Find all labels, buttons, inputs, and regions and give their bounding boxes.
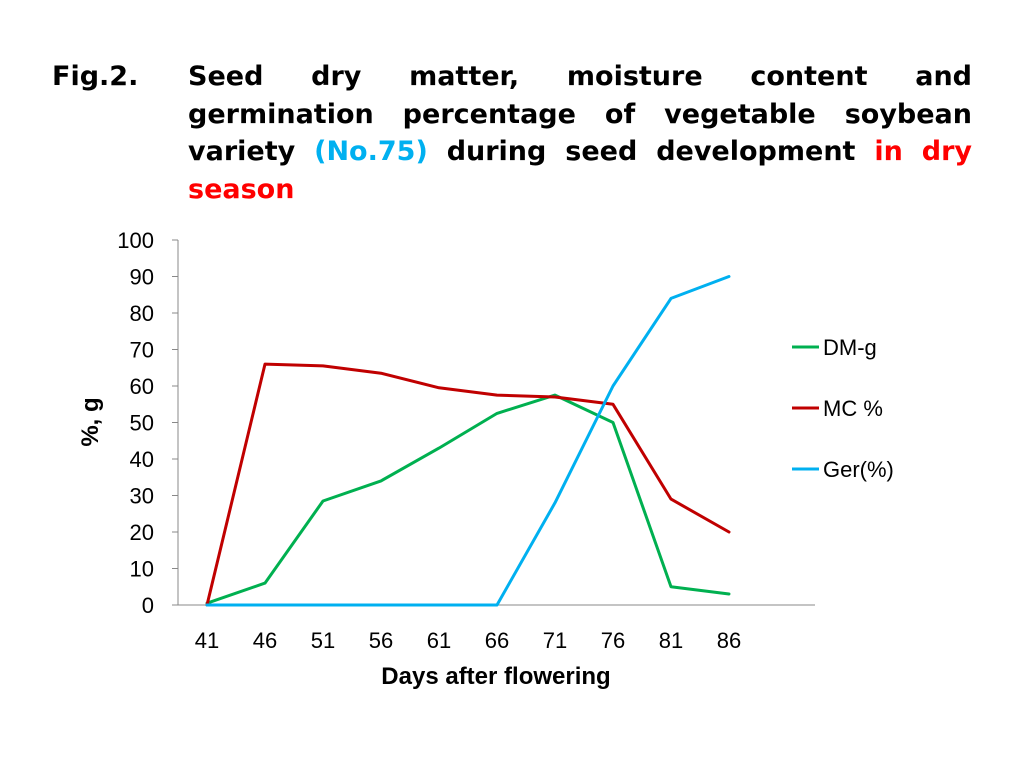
- chart-series: [205, 275, 731, 607]
- y-tick-label: 80: [130, 301, 154, 326]
- chart-legend: DM-g MC % Ger(%): [792, 335, 894, 482]
- series-line-dm-g: [205, 393, 731, 605]
- x-tick-label: 86: [717, 628, 741, 653]
- chart-axes: [177, 240, 815, 606]
- figure-caption: Seed dry matter, moisture content and ge…: [188, 58, 972, 208]
- y-tick-label: 20: [130, 520, 154, 545]
- legend-label-mc: MC %: [823, 396, 883, 421]
- x-tick-label: 76: [601, 628, 625, 653]
- x-tick-label: 61: [427, 628, 451, 653]
- y-tick-label: 50: [130, 411, 154, 436]
- y-tick-label: 60: [130, 374, 154, 399]
- x-tick-label: 41: [195, 628, 219, 653]
- y-tick-label: 0: [142, 593, 154, 618]
- x-tick-label: 81: [659, 628, 683, 653]
- series-line-mc: [205, 362, 731, 607]
- y-tick-label: 70: [130, 338, 154, 363]
- y-tick-label: 10: [130, 557, 154, 582]
- y-tick-label: 30: [130, 484, 154, 509]
- x-tick-label: 51: [311, 628, 335, 653]
- legend-label-dm-g: DM-g: [823, 335, 877, 360]
- x-tick-label: 56: [369, 628, 393, 653]
- caption-season-highlight: in dry season: [188, 136, 972, 205]
- x-tick-label: 71: [543, 628, 567, 653]
- legend-label-ger: Ger(%): [823, 457, 894, 482]
- y-tick-label: 90: [130, 265, 154, 290]
- caption-text-part2: during seed development: [446, 136, 856, 167]
- x-tick-label: 66: [485, 628, 509, 653]
- y-axis-title: %, g: [77, 397, 104, 446]
- x-axis-title: Days after flowering: [381, 663, 610, 690]
- y-tick-label: 100: [117, 228, 154, 253]
- x-tick-label: 46: [253, 628, 277, 653]
- y-tick-label: 40: [130, 447, 154, 472]
- y-axis-ticks: 0 10 20 30 40 50 60 70 80 90 100: [117, 228, 178, 618]
- series-line-ger: [205, 275, 731, 607]
- x-axis-ticks: 41 46 51 56 61 66 71 76 81 86: [195, 628, 741, 653]
- caption-text-part1: Seed dry matter, moisture content and ge…: [188, 61, 972, 167]
- figure-label: Fig.2.: [52, 61, 139, 92]
- slide-title: Fig.2. Seed dry matter, moisture content…: [52, 58, 972, 208]
- caption-variety-highlight: (No.75): [314, 136, 428, 167]
